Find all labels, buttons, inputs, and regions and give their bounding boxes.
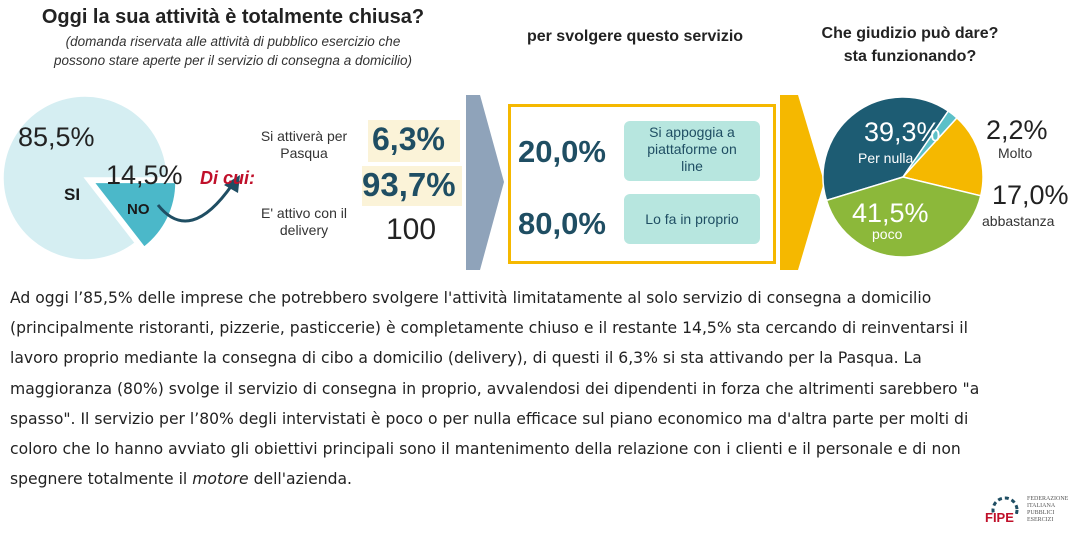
paragraph-line2: (principalmente ristoranti, pizzerie, pa… <box>10 319 968 338</box>
middle-title: per svolgere questo servizio <box>526 28 744 45</box>
curved-arrow-icon <box>156 175 240 223</box>
middle-panel <box>508 104 776 264</box>
paragraph-line5: spasso". Il servizio per l’80% degli int… <box>10 409 969 428</box>
row-pasqua-label: Si attiverà per Pasqua <box>248 128 360 162</box>
row-delivery-label: E' attivo con il delivery <box>248 205 360 239</box>
row-pasqua-value: 6,3% <box>372 121 445 157</box>
total-value: 100 <box>386 213 437 246</box>
right-title: Che giudizio può dare? sta funzionando? <box>795 22 1025 68</box>
pie-slice-per-nulla <box>822 96 950 202</box>
pie2-pct-molto: 2,2% <box>986 115 1048 145</box>
pie-slice-poco <box>825 176 982 258</box>
fipe-logo-text: FIPE <box>985 510 1014 525</box>
fipe-logo-caption-2: ITALIANA <box>1027 503 1056 509</box>
middle-row1-label-line2: piattaforme on <box>647 141 737 157</box>
paragraph-line6: coloro che lo hanno avviato gli obiettiv… <box>10 440 961 459</box>
pie-slice-abbastanza <box>901 116 984 197</box>
right-title-line2: sta funzionando? <box>843 48 977 65</box>
chevron-arrow-yellow <box>780 95 824 270</box>
pie1-label-si-pct: 85,5% <box>18 122 95 152</box>
pie2-pct-poco: 41,5% <box>852 198 929 228</box>
left-subtitle: (domanda riservata alle attività di pubb… <box>18 32 448 70</box>
left-subtitle-line2: possono stare aperte per il servizio di … <box>54 53 412 68</box>
paragraph-line4: maggioranza (80%) svolge il servizio di … <box>10 379 980 398</box>
middle-row1-label-line1: Si appoggia a <box>649 124 735 140</box>
paragraph-line1: Ad oggi l’85,5% delle imprese che potreb… <box>10 289 932 307</box>
pie-chart-closed <box>2 95 177 261</box>
pie-slice-si <box>2 95 168 261</box>
row-delivery-value-bg <box>362 166 462 206</box>
row-delivery-label-line2: delivery <box>279 222 329 238</box>
middle-row1-label-box: Si appoggia a piattaforme on line <box>624 121 760 181</box>
right-title-line1: Che giudizio può dare? <box>821 25 999 42</box>
paragraph-line7: spegnere totalmente il motore dell'azien… <box>10 464 1062 494</box>
row-delivery-label-line1: E' attivo con il <box>261 205 347 221</box>
paragraph-line7-c: dell'azienda. <box>248 470 352 489</box>
fipe-logo-caption-1: FEDERAZIONE <box>1027 496 1069 502</box>
di-cui-label: Di cui: <box>200 168 256 188</box>
pie2-label-abbastanza: abbastanza <box>982 213 1055 229</box>
pie2-label-pernulla: Per nulla <box>858 150 914 166</box>
pie2-pct-abbastanza: 17,0% <box>992 180 1069 210</box>
middle-row2-value: 80,0% <box>518 206 606 241</box>
left-title: Oggi la sua attività è totalmente chiusa… <box>41 6 425 28</box>
pie2-label-molto: Molto <box>998 145 1033 161</box>
fipe-logo-mark-icon <box>991 496 1019 514</box>
row-pasqua-label-line1: Si attiverà per <box>260 128 348 144</box>
chevron-arrow-grey <box>466 95 504 270</box>
pie2-pct-pernulla: 39,3% <box>864 117 941 147</box>
pie-chart-judgement <box>822 96 984 258</box>
row-pasqua-value-bg <box>368 120 460 162</box>
pie1-label-no-pct: 14,5% <box>106 160 183 190</box>
paragraph-line7-emph: motore <box>192 470 249 489</box>
row-delivery-value: 93,7% <box>362 166 456 203</box>
fipe-logo: FIPE FEDERAZIONE ITALIANA PUBBLICI ESERC… <box>985 496 1068 534</box>
paragraph-line3: lavoro proprio mediante la consegna di c… <box>10 349 922 368</box>
fipe-logo-caption: FEDERAZIONE ITALIANA PUBBLICI ESERCIZI <box>1027 496 1068 524</box>
left-subtitle-line1: (domanda riservata alle attività di pubb… <box>65 34 401 49</box>
pie1-slices <box>2 95 177 261</box>
middle-row2-label-box: Lo fa in proprio <box>624 194 760 244</box>
pie2-label-poco: poco <box>872 226 903 242</box>
pie-slice-no <box>92 181 177 249</box>
middle-row1-value: 20,0% <box>518 134 606 169</box>
pie2-slices <box>822 96 984 258</box>
pie1-label-si: SI <box>64 185 81 204</box>
row-pasqua-label-line2: Pasqua <box>280 145 328 161</box>
fipe-logo-caption-3: PUBBLICI <box>1027 510 1055 516</box>
pie1-label-no: NO <box>127 201 150 218</box>
paragraph-line7-a: spegnere totalmente il <box>10 470 193 489</box>
description-paragraph: Ad oggi l’85,5% delle imprese che potreb… <box>10 283 1062 494</box>
fipe-logo-caption-4: ESERCIZI <box>1027 517 1054 523</box>
middle-row1-label-line3: line <box>681 158 703 174</box>
